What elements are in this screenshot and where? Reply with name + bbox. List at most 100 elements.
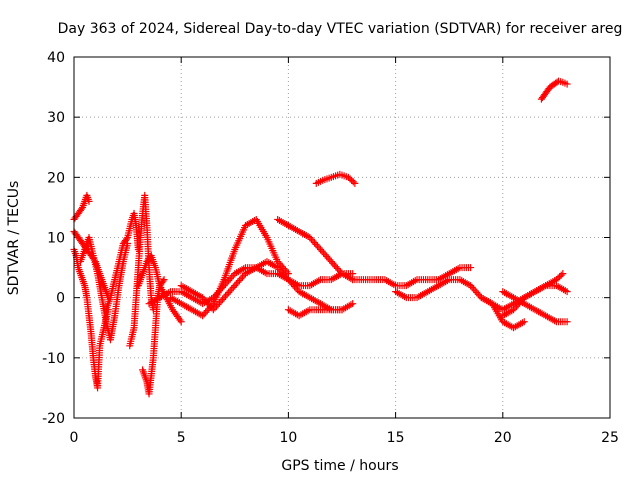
chart-title: Day 363 of 2024, Sidereal Day-to-day VTE… bbox=[58, 21, 623, 37]
series-arc-s bbox=[499, 270, 567, 320]
data-point bbox=[212, 302, 220, 310]
y-tick-label: -20 bbox=[42, 411, 65, 427]
data-point bbox=[225, 289, 233, 297]
data-point bbox=[176, 316, 184, 324]
data-point bbox=[219, 295, 227, 303]
y-tick-label: -10 bbox=[42, 351, 65, 367]
data-point bbox=[222, 292, 230, 300]
data-point bbox=[556, 273, 564, 281]
series-arc-c bbox=[70, 246, 112, 392]
y-tick-label: 10 bbox=[47, 231, 65, 247]
data-point bbox=[344, 173, 352, 181]
series-arc-j bbox=[166, 215, 292, 320]
data-point bbox=[215, 299, 223, 307]
data-point bbox=[200, 310, 208, 318]
series-arc-o bbox=[349, 264, 475, 290]
series-arc-r bbox=[499, 288, 571, 326]
data-point bbox=[323, 252, 331, 260]
y-tick-label: 20 bbox=[47, 170, 65, 186]
data-point bbox=[467, 264, 475, 272]
x-tick-label: 10 bbox=[279, 430, 297, 446]
data-point bbox=[349, 300, 357, 308]
data-point bbox=[333, 264, 341, 272]
x-tick-label: 20 bbox=[494, 430, 512, 446]
data-point bbox=[217, 297, 225, 305]
data-point bbox=[473, 289, 481, 297]
data-point bbox=[226, 275, 234, 283]
data-point bbox=[563, 80, 571, 88]
data-point bbox=[327, 258, 335, 266]
y-tick-label: 30 bbox=[47, 110, 65, 126]
data-point bbox=[200, 295, 208, 303]
data-point bbox=[557, 271, 565, 279]
data-point bbox=[324, 254, 332, 262]
data-point bbox=[283, 274, 291, 282]
data-point bbox=[349, 178, 357, 186]
y-tick-label: 0 bbox=[56, 291, 65, 307]
data-point bbox=[349, 270, 357, 278]
data-point bbox=[275, 259, 283, 267]
grid bbox=[74, 57, 610, 418]
series-arc-p bbox=[392, 276, 528, 332]
tick-labels: 0 5 10 15 20 25 -20 -10 0 10 20 30 40 bbox=[42, 50, 619, 446]
data-points bbox=[70, 77, 571, 398]
series-arc-e bbox=[102, 209, 142, 314]
series-arc-k bbox=[177, 258, 357, 314]
series-arc-l bbox=[274, 215, 357, 284]
data-point bbox=[312, 240, 320, 248]
y-tick-label: 40 bbox=[47, 50, 65, 66]
data-point bbox=[315, 244, 323, 252]
data-point bbox=[309, 237, 317, 245]
data-point bbox=[234, 278, 242, 286]
data-point bbox=[563, 288, 571, 296]
data-point bbox=[513, 302, 521, 310]
data-point bbox=[307, 235, 315, 243]
x-axis-label: GPS time / hours bbox=[281, 458, 398, 474]
x-tick-label: 15 bbox=[387, 430, 405, 446]
data-point bbox=[554, 274, 562, 282]
data-point bbox=[284, 276, 292, 284]
data-point bbox=[306, 234, 314, 241]
data-point bbox=[205, 301, 213, 309]
data-point bbox=[209, 306, 217, 314]
data-point bbox=[517, 297, 525, 305]
data-point bbox=[317, 246, 325, 254]
data-point bbox=[123, 235, 131, 243]
data-point bbox=[229, 283, 237, 291]
series-arc-f bbox=[126, 191, 157, 350]
data-point bbox=[278, 269, 286, 277]
data-point bbox=[474, 290, 482, 298]
data-point bbox=[228, 273, 236, 281]
data-point bbox=[177, 318, 185, 326]
data-point bbox=[274, 258, 282, 266]
series-arc-g bbox=[139, 276, 168, 398]
data-point bbox=[214, 301, 222, 309]
data-point bbox=[292, 284, 300, 292]
series-arc-n bbox=[312, 170, 359, 187]
data-point bbox=[225, 276, 233, 284]
data-point bbox=[202, 308, 210, 316]
data-point bbox=[199, 294, 207, 302]
data-point bbox=[275, 265, 283, 273]
data-point bbox=[280, 270, 288, 278]
data-point bbox=[231, 282, 239, 290]
data-point bbox=[510, 306, 518, 314]
y-axis-label: SDTVAR / TECUs bbox=[6, 181, 22, 296]
x-tick-label: 25 bbox=[601, 430, 619, 446]
data-point bbox=[516, 299, 524, 307]
series-arc-t bbox=[537, 77, 571, 103]
series-arc-m bbox=[284, 306, 346, 320]
data-point bbox=[321, 251, 329, 259]
data-point bbox=[223, 290, 231, 298]
data-point bbox=[203, 299, 211, 307]
data-point bbox=[559, 270, 567, 278]
data-point bbox=[348, 176, 356, 184]
data-point bbox=[313, 242, 321, 250]
data-point bbox=[274, 264, 282, 272]
data-point bbox=[346, 175, 354, 183]
data-point bbox=[78, 205, 86, 213]
data-point bbox=[232, 280, 240, 288]
series-arc-a bbox=[70, 191, 93, 223]
data-point bbox=[520, 318, 528, 326]
